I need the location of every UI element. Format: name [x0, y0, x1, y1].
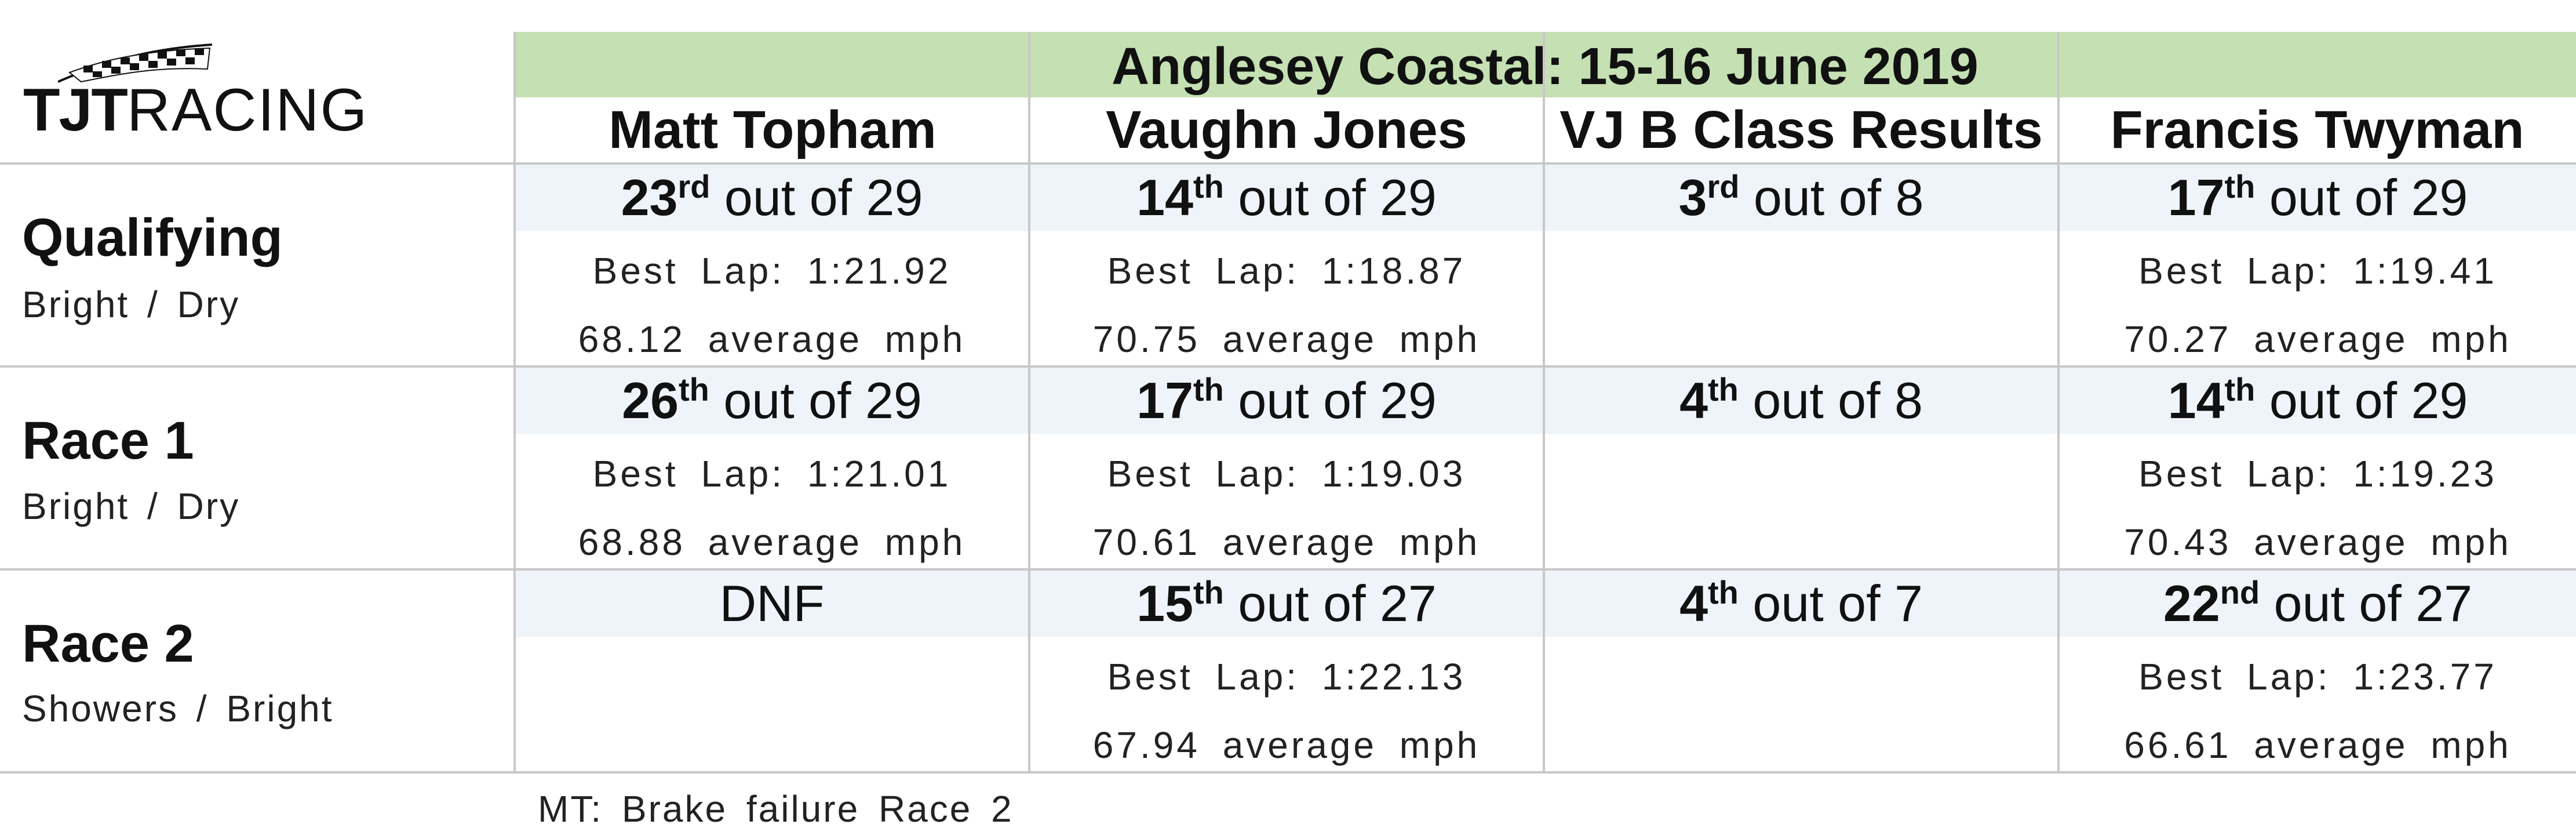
result-placing: 22nd out of 27	[2163, 574, 2473, 632]
result-placing: 17th out of 29	[2167, 168, 2468, 226]
average-speed: 67.94 average mph	[1092, 724, 1481, 766]
column-header-vj-b-class: VJ B Class Results	[1560, 100, 2043, 159]
session-conditions-qualifying: Bright / Dry	[22, 284, 241, 325]
row-band-race-2	[516, 570, 2576, 637]
best-lap: Best Lap: 1:23.77	[2138, 656, 2497, 698]
column-header-vaughn-jones: Vaughn Jones	[1106, 100, 1467, 159]
best-lap: Best Lap: 1:19.23	[2138, 453, 2497, 495]
best-lap: Best Lap: 1:21.92	[592, 250, 952, 292]
session-conditions-race-1: Bright / Dry	[22, 485, 241, 527]
result-placing: 14th out of 29	[2167, 371, 2468, 429]
session-title-qualifying: Qualifying	[22, 208, 283, 267]
column-header-francis-twyman: Francis Twyman	[2110, 100, 2524, 159]
checkered-flag-icon	[58, 43, 213, 83]
best-lap: Best Lap: 1:21.01	[592, 453, 952, 495]
row-band-race-1	[516, 367, 2576, 434]
best-lap: Best Lap: 1:19.03	[1107, 453, 1466, 495]
result-placing-dnf: DNF	[719, 575, 825, 632]
result-placing: 15th out of 27	[1136, 574, 1437, 632]
class-placing: 4th out of 8	[1679, 371, 1923, 429]
grid-line	[0, 162, 2576, 165]
logo-text-tjt: TJT	[23, 77, 128, 144]
result-placing: 14th out of 29	[1136, 168, 1437, 226]
class-placing: 3rd out of 8	[1678, 168, 1924, 226]
result-placing: 23rd out of 29	[621, 168, 923, 226]
best-lap: Best Lap: 1:19.41	[2138, 250, 2497, 292]
class-placing: 4th out of 7	[1679, 574, 1923, 632]
session-conditions-race-2: Showers / Bright	[22, 688, 334, 729]
grid-line	[0, 771, 2576, 774]
session-title-race-2: Race 2	[22, 614, 194, 673]
best-lap: Best Lap: 1:22.13	[1107, 656, 1466, 698]
grid-line	[1543, 32, 1545, 772]
average-speed: 70.75 average mph	[1092, 318, 1481, 360]
best-lap: Best Lap: 1:18.87	[1107, 250, 1466, 292]
row-band-qualifying	[516, 164, 2576, 231]
grid-line	[513, 32, 516, 772]
result-placing: 17th out of 29	[1136, 371, 1437, 429]
grid-line	[1028, 32, 1030, 772]
average-speed: 68.12 average mph	[578, 318, 966, 360]
grid-line	[2057, 32, 2060, 772]
grid-line	[0, 365, 2576, 368]
average-speed: 70.43 average mph	[2124, 521, 2512, 563]
grid-line	[0, 568, 2576, 571]
event-title: Anglesey Coastal: 15-16 June 2019	[514, 32, 2576, 97]
column-header-matt-topham: Matt Topham	[609, 100, 937, 159]
session-title-race-1: Race 1	[22, 411, 194, 470]
footnote: MT: Brake failure Race 2	[538, 788, 1014, 830]
logo-text-racing: RACING	[126, 77, 369, 144]
tjt-racing-logo: TJTRACING	[23, 43, 498, 142]
average-speed: 70.27 average mph	[2124, 318, 2512, 360]
average-speed: 70.61 average mph	[1092, 521, 1481, 563]
average-speed: 66.61 average mph	[2124, 724, 2512, 766]
result-placing: 26th out of 29	[622, 371, 922, 429]
average-speed: 68.88 average mph	[578, 521, 966, 563]
